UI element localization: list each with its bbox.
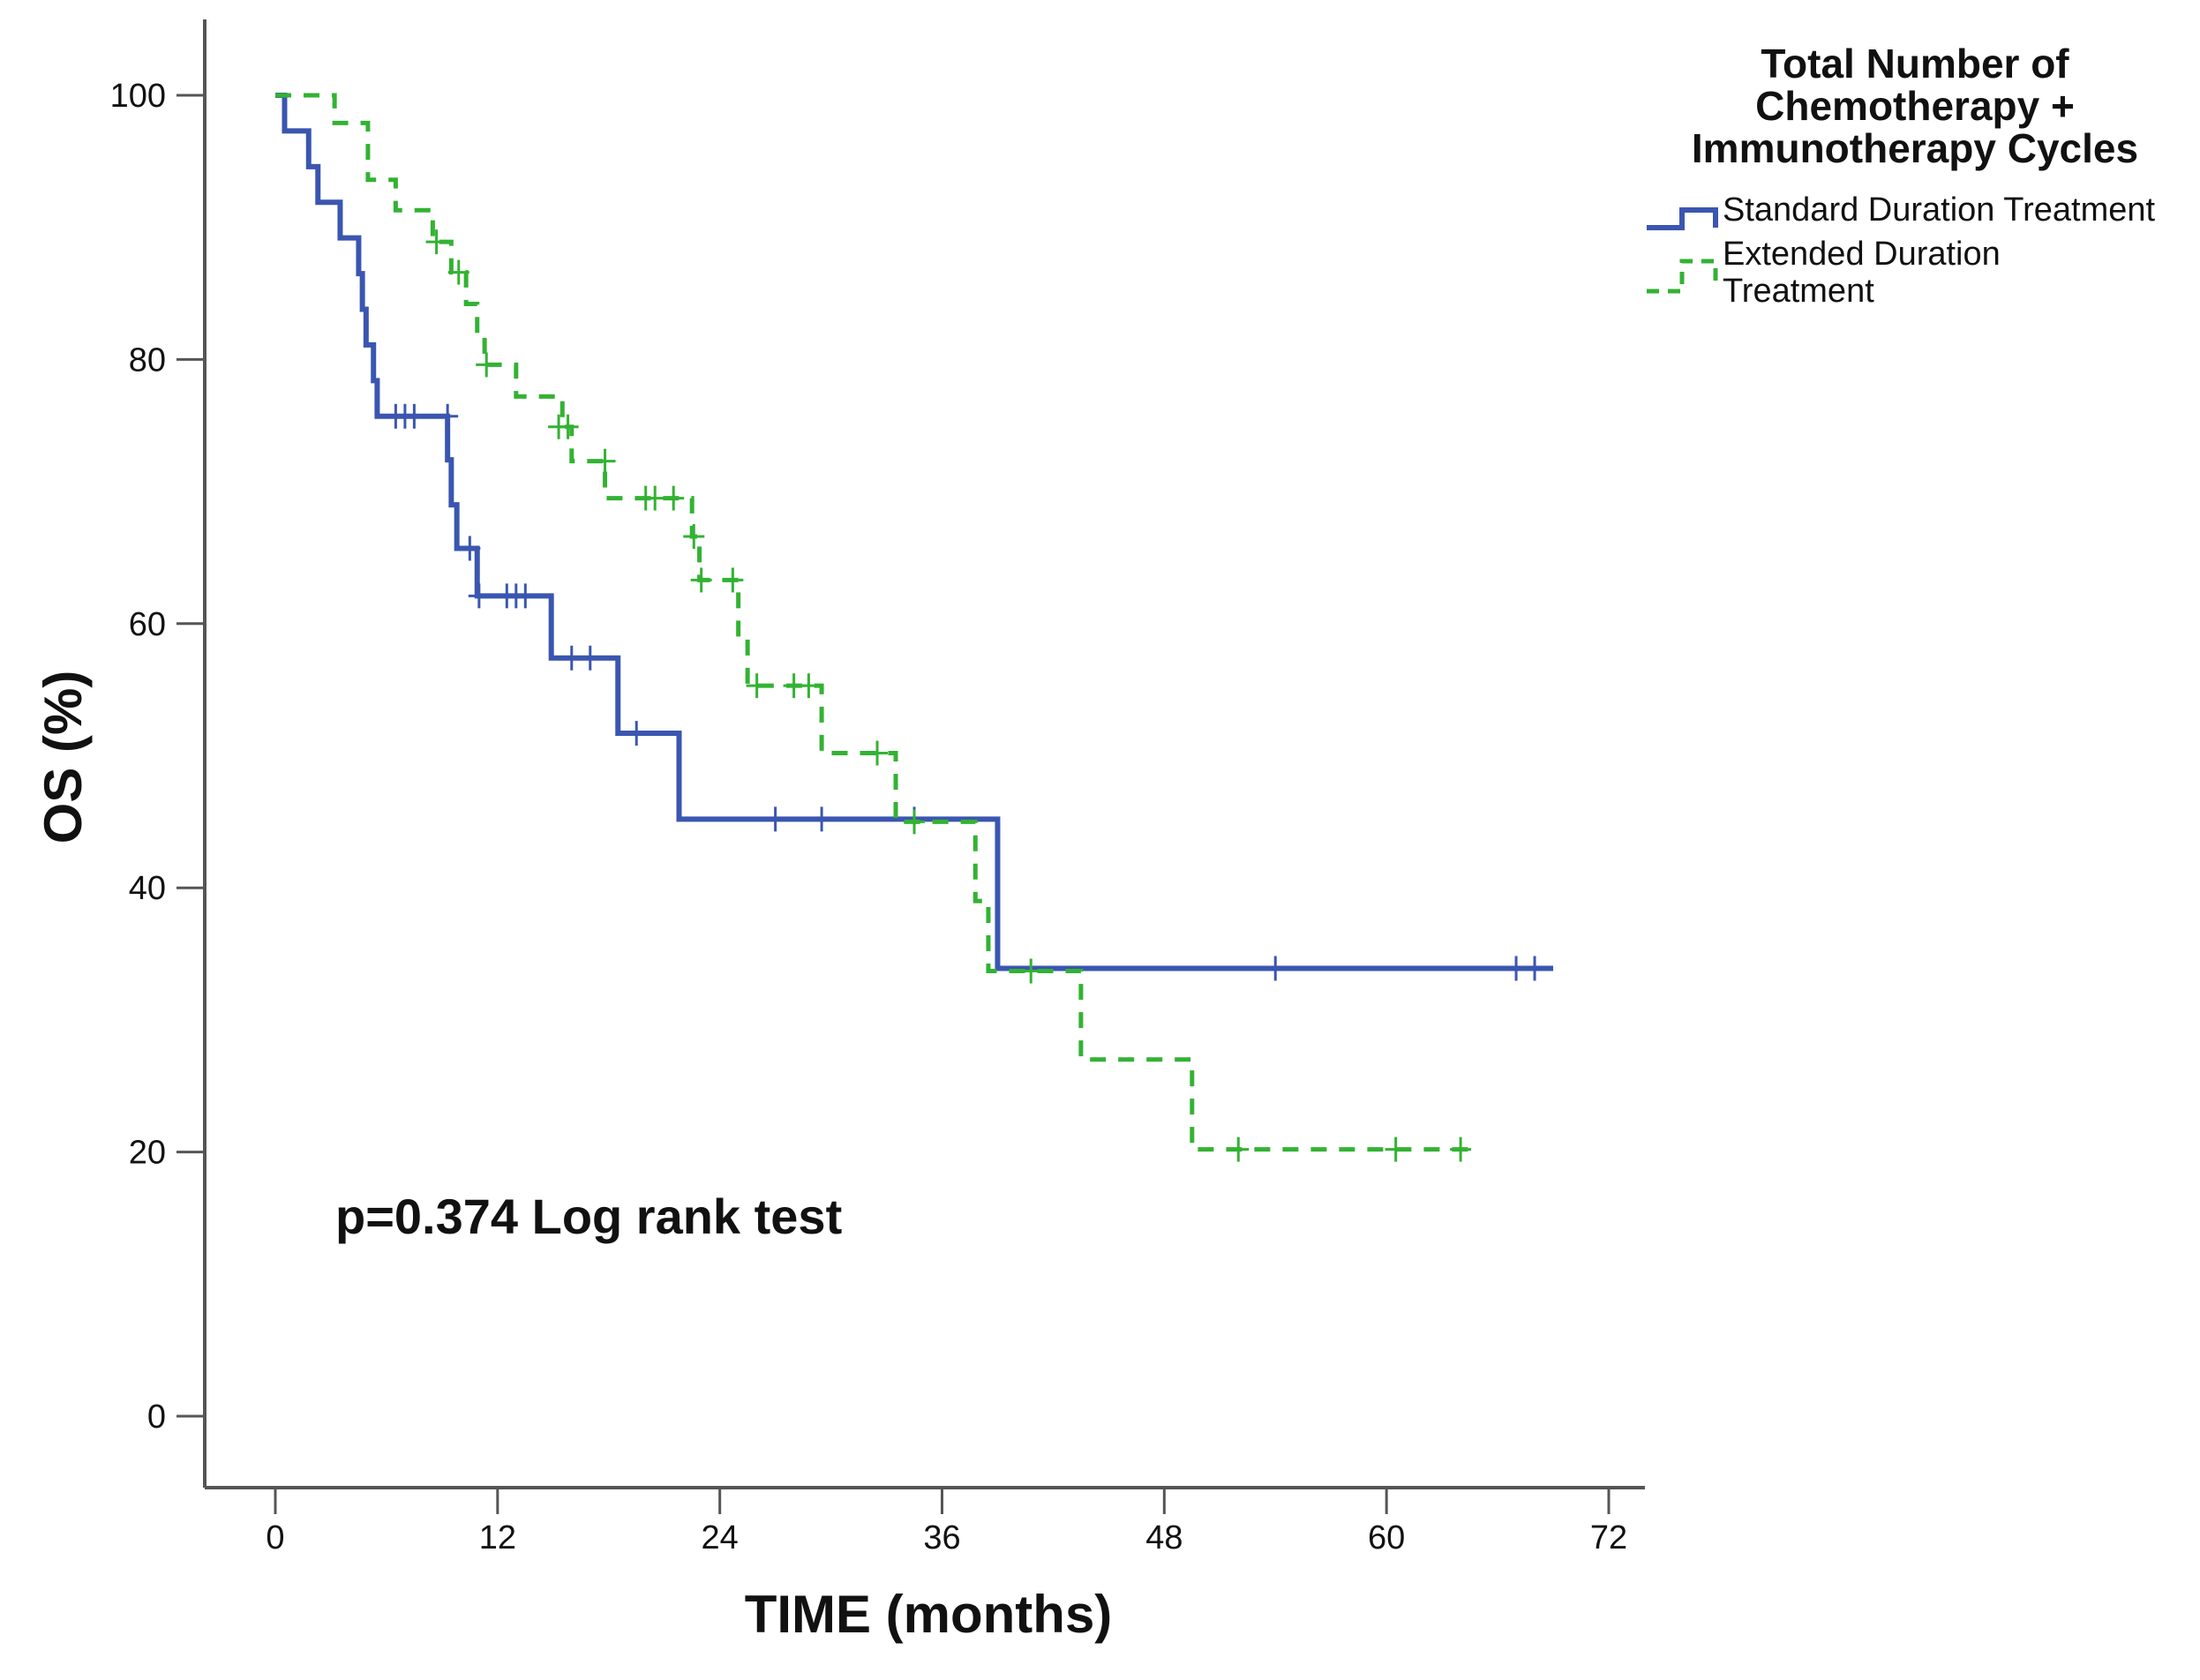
censor-mark bbox=[557, 414, 579, 439]
censor-mark bbox=[690, 567, 712, 593]
censor-mark bbox=[663, 485, 685, 511]
censor-mark bbox=[798, 673, 820, 699]
legend-swatch-standard bbox=[1647, 207, 1718, 230]
censor-mark bbox=[722, 567, 744, 593]
censor-mark bbox=[764, 806, 786, 832]
censor-mark bbox=[560, 645, 582, 671]
y-tick-label: 80 bbox=[129, 341, 166, 379]
censor-mark bbox=[514, 583, 537, 609]
y-tick-label: 40 bbox=[129, 870, 166, 907]
censor-mark bbox=[403, 403, 425, 429]
censor-mark bbox=[468, 583, 490, 609]
censor-mark bbox=[1228, 1136, 1250, 1162]
legend-item-standard: Standard Duration Treatment bbox=[1647, 191, 2155, 230]
legend-title-line: Immunotherapy Cycles bbox=[1692, 125, 2138, 171]
censor-mark bbox=[437, 403, 459, 429]
censor-mark bbox=[459, 536, 481, 561]
x-tick-label: 0 bbox=[266, 1519, 284, 1556]
censor-mark bbox=[1450, 1136, 1472, 1162]
censor-mark bbox=[811, 806, 833, 832]
survival-curve-standard bbox=[275, 93, 1554, 971]
censor-mark bbox=[644, 485, 666, 511]
censor-mark bbox=[1265, 956, 1287, 981]
x-axis-title: TIME (months) bbox=[745, 1585, 1113, 1644]
censor-mark bbox=[683, 523, 705, 549]
legend-label-extended: Treatment bbox=[1723, 273, 1874, 310]
p-value-annotation: p=0.374 Log rank test bbox=[335, 1189, 842, 1244]
legend-title-line: Total Number of bbox=[1761, 41, 2069, 86]
censor-mark bbox=[867, 740, 889, 766]
legend-label-standard: Standard Duration Treatment bbox=[1723, 191, 2155, 229]
x-ticks: 0 12 24 36 48 60 72 bbox=[266, 1488, 1627, 1556]
x-tick-label: 60 bbox=[1368, 1519, 1405, 1556]
legend-title-line: Chemotherapy + bbox=[1755, 83, 2075, 129]
survival-curve-extended bbox=[275, 93, 1480, 1152]
censor-mark bbox=[594, 448, 616, 474]
legend-swatch-extended bbox=[1647, 259, 1718, 294]
axes: 0 20 40 60 80 100 0 12 24 36 48 60 72 bbox=[110, 19, 1645, 1556]
plot-area bbox=[275, 93, 1554, 1162]
series-extended bbox=[275, 93, 1480, 1162]
censor-mark bbox=[1505, 956, 1528, 981]
x-tick-label: 48 bbox=[1145, 1519, 1183, 1556]
y-tick-label: 20 bbox=[129, 1135, 166, 1172]
censor-mark bbox=[476, 352, 498, 378]
y-tick-label: 0 bbox=[147, 1399, 166, 1436]
censor-mark bbox=[1524, 956, 1546, 981]
censor-mark bbox=[904, 809, 926, 835]
x-tick-label: 24 bbox=[702, 1519, 739, 1556]
series-standard bbox=[275, 93, 1554, 981]
censor-mark bbox=[1385, 1136, 1407, 1162]
censor-mark bbox=[746, 673, 768, 699]
y-ticks: 0 20 40 60 80 100 bbox=[110, 78, 205, 1436]
censor-mark bbox=[1020, 958, 1042, 984]
y-axis-title: OS (%) bbox=[34, 671, 93, 844]
x-tick-label: 72 bbox=[1590, 1519, 1627, 1556]
censor-mark bbox=[447, 259, 469, 285]
censor-mark bbox=[626, 721, 648, 746]
x-tick-label: 36 bbox=[923, 1519, 960, 1556]
censor-mark bbox=[425, 229, 447, 255]
x-tick-label: 12 bbox=[479, 1519, 516, 1556]
legend-label-extended: Extended Duration bbox=[1723, 236, 2001, 273]
y-tick-label: 60 bbox=[129, 606, 166, 643]
y-tick-label: 100 bbox=[110, 78, 166, 115]
censor-mark bbox=[579, 645, 601, 671]
